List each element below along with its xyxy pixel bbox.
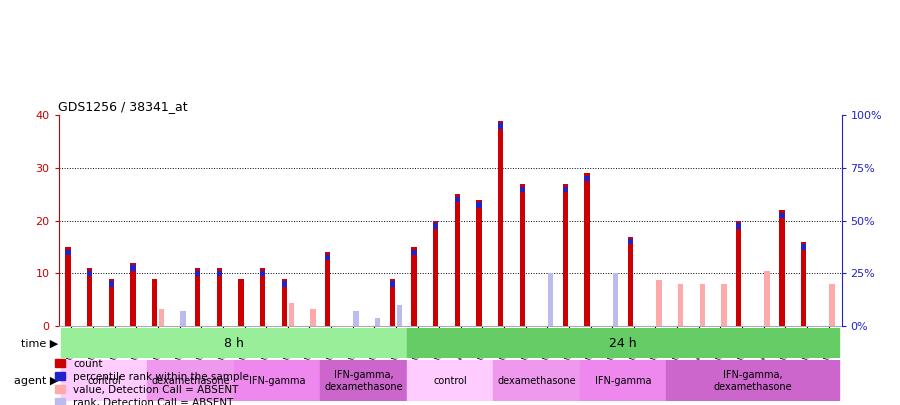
Bar: [666, 360, 840, 401]
Bar: [829, 284, 834, 326]
Bar: [325, 255, 330, 260]
Bar: [130, 263, 136, 326]
Bar: [779, 213, 785, 218]
Bar: [519, 184, 525, 326]
Bar: [764, 271, 770, 326]
Bar: [801, 245, 806, 249]
Bar: [407, 360, 493, 401]
Bar: [493, 360, 580, 401]
Text: IFN-gamma,
dexamethasone: IFN-gamma, dexamethasone: [714, 370, 792, 392]
Bar: [375, 318, 381, 326]
Bar: [411, 249, 417, 255]
Bar: [779, 210, 785, 326]
Bar: [87, 268, 93, 326]
Bar: [217, 271, 222, 276]
Bar: [397, 305, 402, 326]
Text: IFN-gamma,
dexamethasone: IFN-gamma, dexamethasone: [324, 370, 403, 392]
Bar: [180, 311, 185, 326]
Text: IFN-gamma: IFN-gamma: [248, 376, 305, 386]
Bar: [562, 184, 568, 326]
Bar: [699, 284, 705, 326]
Text: control: control: [87, 376, 121, 386]
Bar: [407, 328, 840, 358]
Bar: [548, 273, 554, 326]
Bar: [238, 279, 244, 326]
Bar: [320, 360, 407, 401]
Bar: [454, 194, 460, 326]
Bar: [390, 281, 395, 287]
Bar: [325, 252, 330, 326]
Bar: [130, 266, 136, 271]
Bar: [476, 200, 482, 326]
Bar: [310, 309, 316, 326]
Bar: [584, 173, 590, 326]
Bar: [433, 221, 438, 326]
Bar: [801, 242, 806, 326]
Text: agent ▶: agent ▶: [14, 376, 58, 386]
Bar: [289, 303, 294, 326]
Bar: [454, 197, 460, 202]
Bar: [580, 360, 666, 401]
Bar: [354, 311, 359, 326]
Legend: count, percentile rank within the sample, value, Detection Call = ABSENT, rank, : count, percentile rank within the sample…: [55, 358, 249, 405]
Bar: [158, 309, 164, 326]
Bar: [498, 123, 503, 129]
Bar: [282, 279, 287, 326]
Bar: [148, 360, 234, 401]
Bar: [613, 288, 618, 326]
Text: 8 h: 8 h: [224, 337, 244, 350]
Text: GDS1256 / 38341_at: GDS1256 / 38341_at: [58, 100, 188, 113]
Bar: [354, 311, 359, 326]
Bar: [678, 284, 683, 326]
Text: dexamethasone: dexamethasone: [497, 376, 576, 386]
Bar: [87, 271, 93, 276]
Bar: [152, 279, 158, 326]
Bar: [282, 281, 287, 287]
Text: control: control: [433, 376, 467, 386]
Bar: [476, 202, 482, 207]
Bar: [180, 313, 185, 326]
Text: IFN-gamma: IFN-gamma: [595, 376, 652, 386]
Bar: [433, 224, 438, 228]
Bar: [721, 284, 726, 326]
Bar: [60, 360, 148, 401]
Bar: [736, 221, 742, 326]
Bar: [627, 237, 633, 326]
Text: time ▶: time ▶: [21, 338, 58, 348]
Bar: [736, 224, 742, 228]
Bar: [584, 176, 590, 181]
Bar: [260, 271, 265, 276]
Bar: [498, 121, 503, 326]
Bar: [195, 268, 201, 326]
Text: dexamethasone: dexamethasone: [151, 376, 230, 386]
Bar: [195, 271, 201, 276]
Bar: [109, 279, 114, 326]
Bar: [66, 249, 71, 255]
Bar: [217, 268, 222, 326]
Bar: [375, 320, 381, 326]
Bar: [627, 239, 633, 244]
Bar: [390, 279, 395, 326]
Bar: [411, 247, 417, 326]
Bar: [109, 281, 114, 287]
Bar: [562, 186, 568, 192]
Bar: [548, 284, 554, 326]
Text: 24 h: 24 h: [609, 337, 637, 350]
Bar: [613, 273, 618, 326]
Bar: [60, 328, 407, 358]
Bar: [519, 186, 525, 192]
Bar: [66, 247, 71, 326]
Bar: [656, 280, 662, 326]
Bar: [234, 360, 320, 401]
Bar: [260, 268, 265, 326]
